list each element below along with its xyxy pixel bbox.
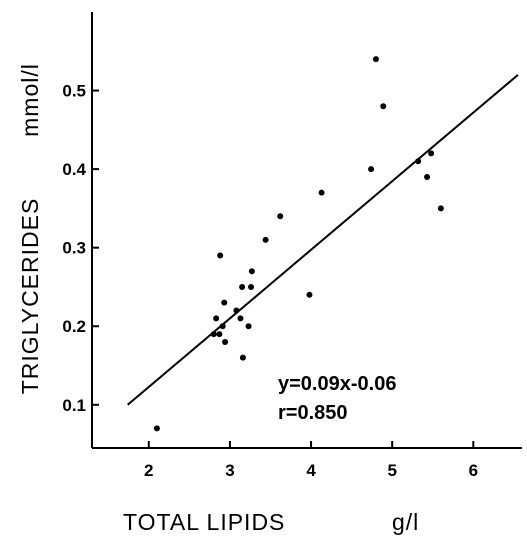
data-point [221, 299, 228, 306]
y-tick-label: 0.3 [62, 239, 86, 258]
data-point [318, 189, 325, 196]
data-point [239, 354, 246, 361]
ticks: 2 3 4 5 6 0.1 0.2 0.3 0.4 0.5 [62, 82, 478, 480]
x-tick-label: 6 [469, 461, 478, 480]
data-point [213, 315, 220, 322]
data-point [248, 268, 255, 275]
data-point [424, 173, 431, 180]
y-axis-unit: mmol/l [17, 63, 43, 137]
y-tick-label: 0.5 [62, 82, 86, 101]
y-axis-label: TRIGLYCERIDES [17, 198, 43, 395]
data-point [233, 307, 240, 314]
data-point [372, 56, 379, 63]
data-point [217, 252, 224, 259]
x-tick-label: 3 [225, 461, 234, 480]
data-point [277, 213, 284, 220]
data-points [153, 56, 444, 432]
data-point [210, 331, 217, 338]
regression-fit [127, 74, 519, 406]
data-point [216, 331, 223, 338]
y-tick-label: 0.2 [62, 317, 86, 336]
correlation-coefficient: r=0.850 [278, 402, 348, 424]
x-tick-label: 2 [144, 461, 153, 480]
data-point [222, 338, 229, 345]
data-point [248, 283, 255, 290]
y-tick-label: 0.1 [62, 396, 86, 415]
data-point [245, 323, 252, 330]
data-point [153, 425, 160, 432]
axes [91, 12, 522, 449]
x-tick-label: 5 [387, 461, 396, 480]
regression-equation: y=0.09x-0.06 [278, 373, 396, 395]
x-axis-label: TOTAL LIPIDS [123, 509, 285, 535]
data-point [219, 323, 226, 330]
data-point [239, 283, 246, 290]
data-point [380, 103, 387, 110]
data-point [306, 291, 313, 298]
data-point [415, 158, 422, 165]
data-point [428, 150, 435, 157]
x-tick-label: 4 [306, 461, 316, 480]
regression-line [127, 74, 519, 406]
data-point [437, 205, 444, 212]
y-tick-label: 0.4 [62, 160, 86, 179]
data-point [262, 236, 269, 243]
data-point [237, 315, 244, 322]
data-point [368, 166, 375, 173]
x-axis-unit: g/l [392, 509, 419, 535]
